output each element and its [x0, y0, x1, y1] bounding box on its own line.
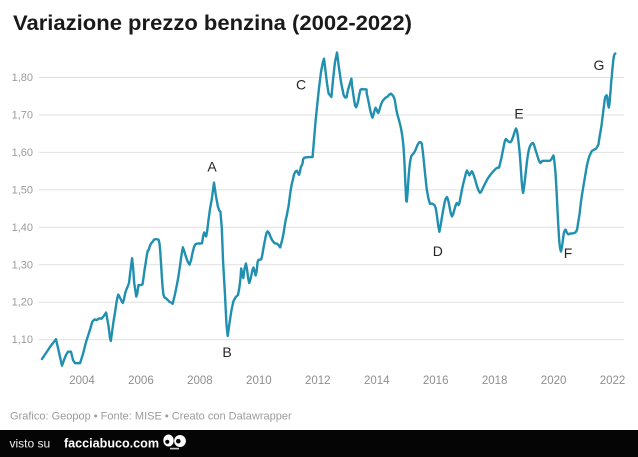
- svg-text:F: F: [564, 245, 573, 261]
- svg-text:D: D: [433, 243, 443, 259]
- svg-text:2014: 2014: [364, 375, 390, 387]
- svg-text:2022: 2022: [600, 375, 626, 387]
- svg-text:2016: 2016: [423, 375, 449, 387]
- svg-text:1,80: 1,80: [12, 72, 33, 84]
- svg-text:2012: 2012: [305, 375, 331, 387]
- svg-text:1,30: 1,30: [12, 259, 33, 271]
- svg-text:A: A: [207, 159, 217, 175]
- svg-text:1,40: 1,40: [12, 222, 33, 234]
- svg-text:1,70: 1,70: [12, 110, 33, 122]
- svg-text:1,10: 1,10: [12, 334, 33, 346]
- svg-text:Grafico: Geopop • Fonte: MISE: Grafico: Geopop • Fonte: MISE • Creato c…: [10, 411, 292, 423]
- svg-text:2018: 2018: [482, 375, 508, 387]
- svg-text:2010: 2010: [246, 375, 272, 387]
- svg-text:2006: 2006: [128, 375, 154, 387]
- svg-text:C: C: [296, 77, 306, 93]
- svg-text:1,60: 1,60: [12, 147, 33, 159]
- svg-text:facciabuco.com: facciabuco.com: [64, 436, 159, 451]
- svg-text:visto su: visto su: [10, 437, 51, 451]
- svg-text:2008: 2008: [187, 375, 213, 387]
- svg-text:B: B: [222, 344, 231, 360]
- svg-text:1,50: 1,50: [12, 184, 33, 196]
- svg-text:2004: 2004: [69, 375, 95, 387]
- svg-text:1,20: 1,20: [12, 297, 33, 309]
- svg-text:G: G: [594, 57, 605, 73]
- svg-text:2020: 2020: [541, 375, 567, 387]
- svg-text:E: E: [514, 106, 523, 122]
- svg-text:Variazione prezzo benzina (200: Variazione prezzo benzina (2002-2022): [13, 11, 412, 35]
